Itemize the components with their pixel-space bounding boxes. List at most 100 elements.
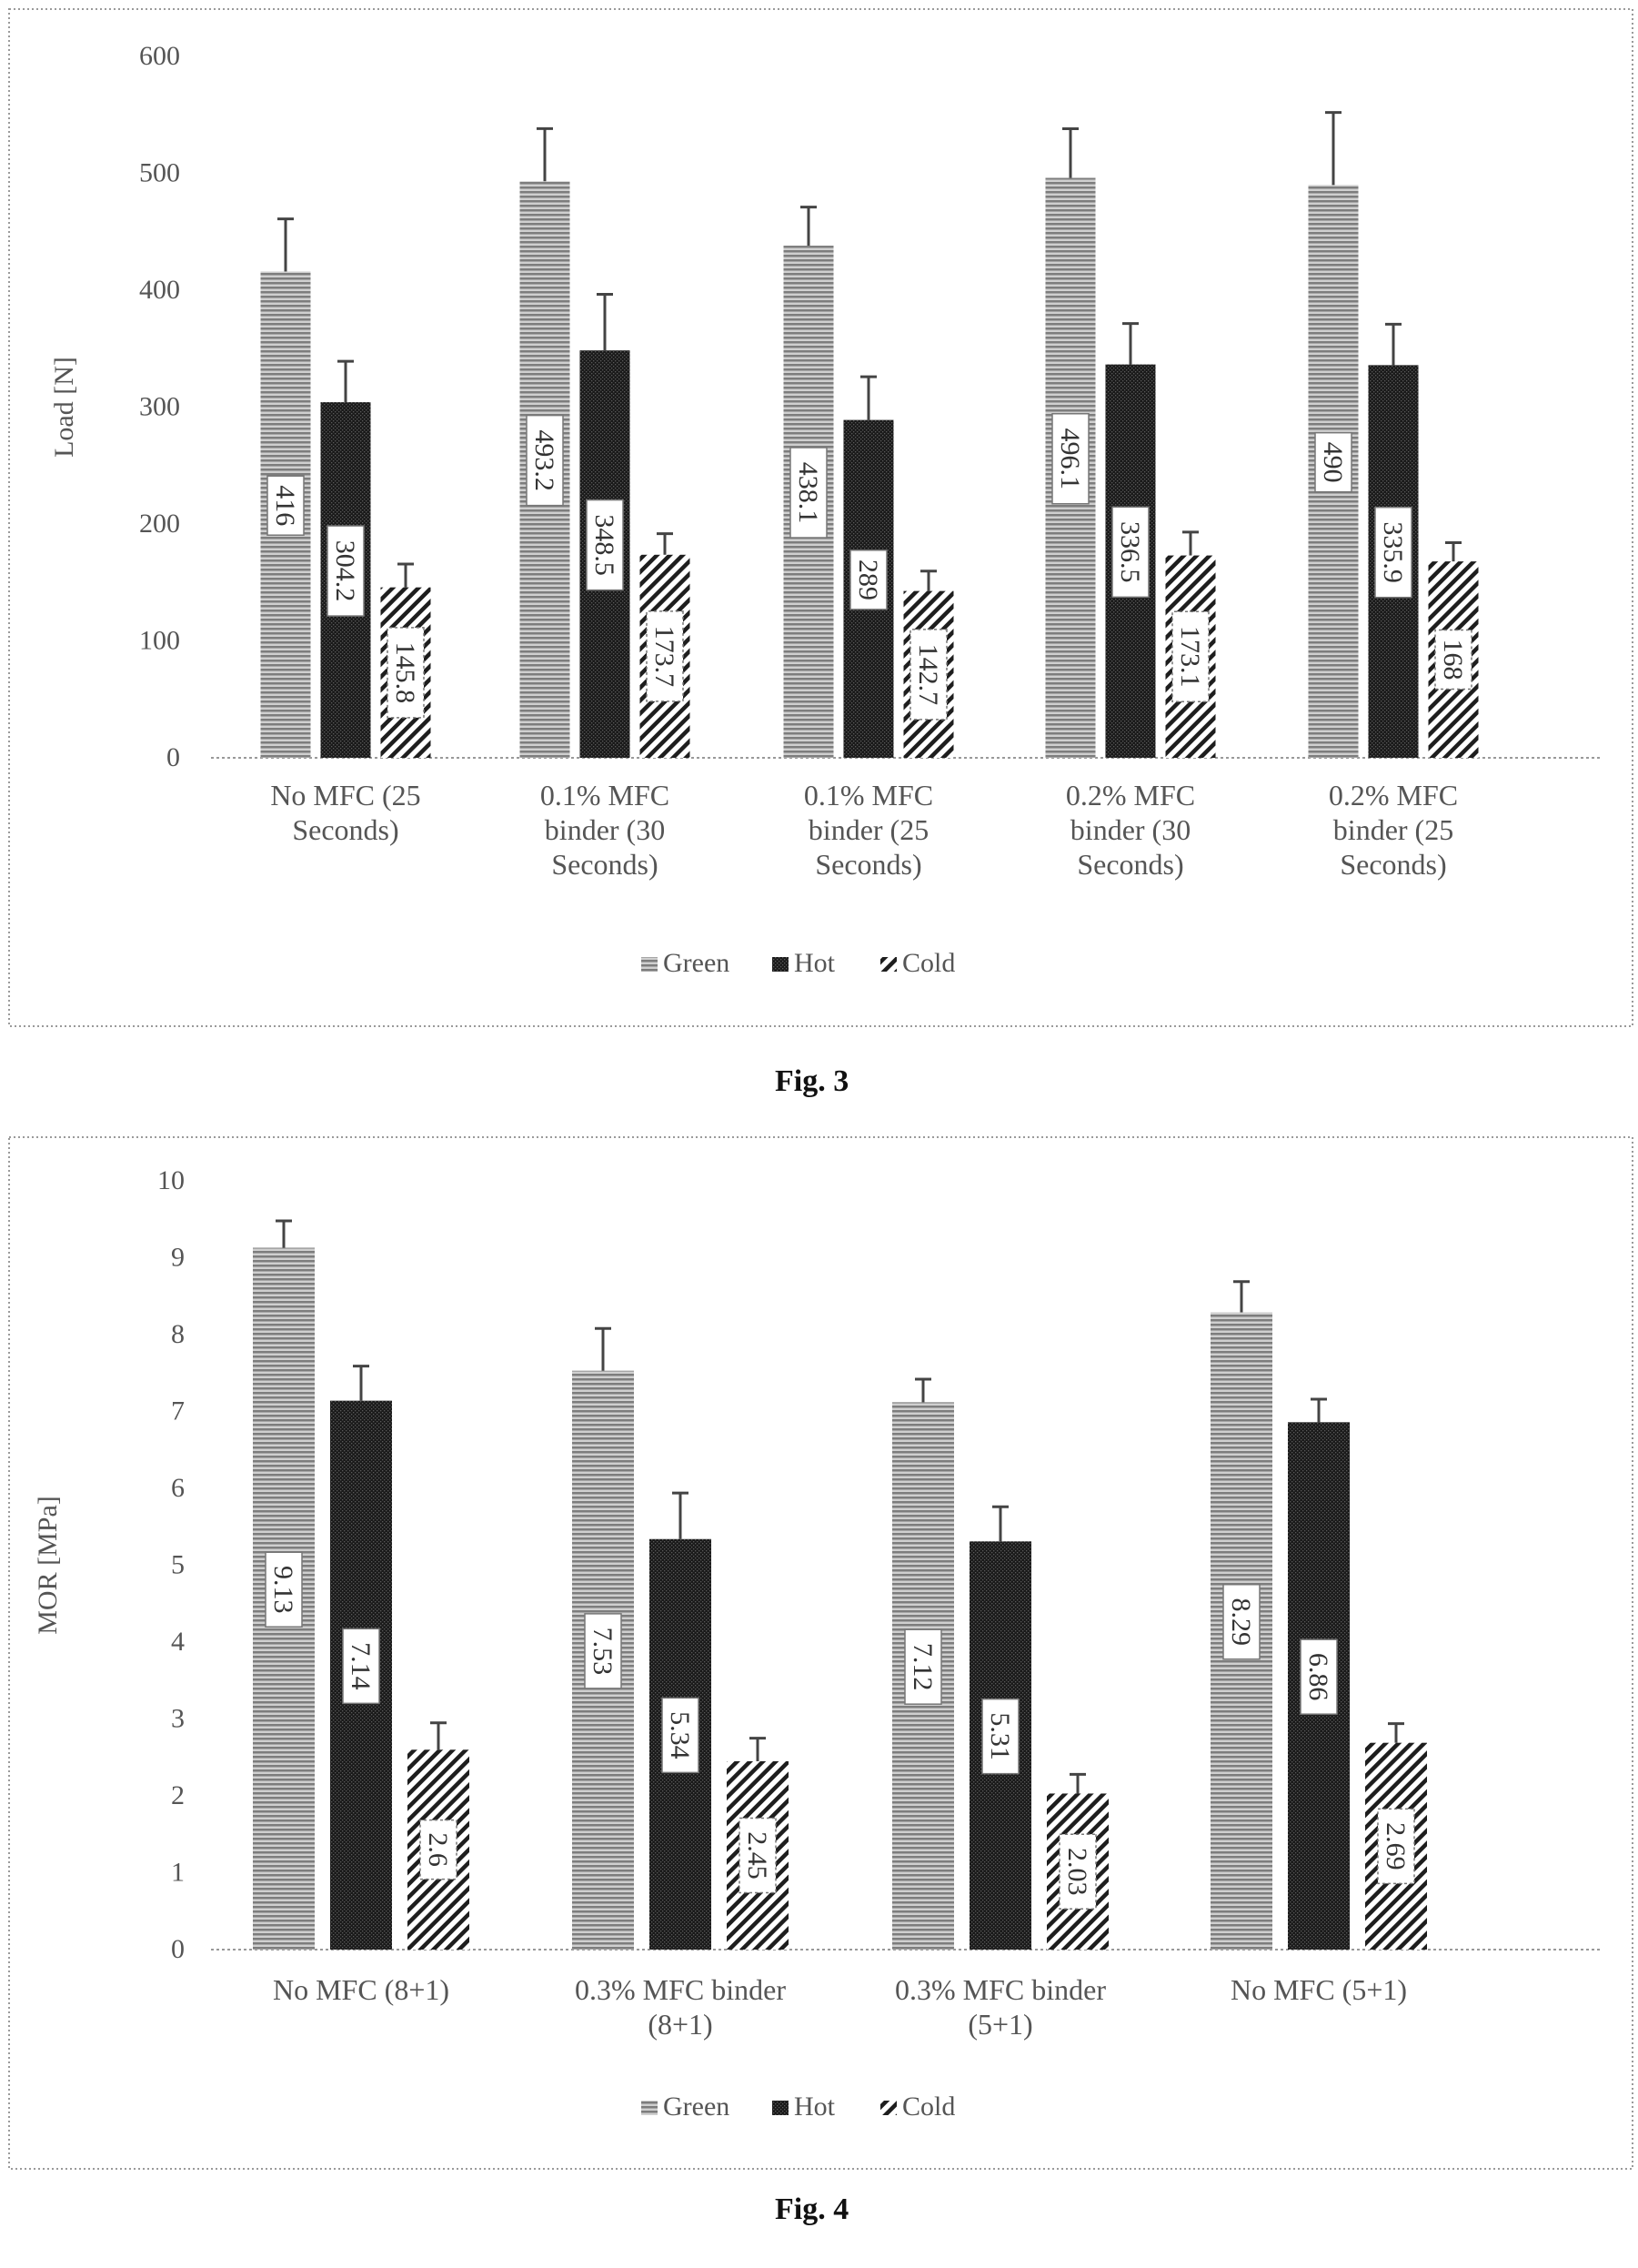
x-category-label: No MFC (8+1) xyxy=(273,1973,449,2006)
data-label: 7.53 xyxy=(588,1628,618,1676)
x-category-label: Seconds) xyxy=(1340,848,1446,881)
legend-swatch-cold xyxy=(880,957,897,972)
data-label-box xyxy=(327,525,365,617)
data-label-group: 8.29 xyxy=(1222,1583,1261,1660)
x-category-label: Seconds) xyxy=(551,848,658,881)
data-label-group: 335.9 xyxy=(1374,506,1412,599)
x-category-label: Seconds) xyxy=(292,813,398,846)
data-label: 173.7 xyxy=(649,626,679,688)
y-tick-label: 2 xyxy=(171,1780,185,1810)
data-label-group: 145.8 xyxy=(387,627,425,719)
chart-frame xyxy=(8,1136,1633,2170)
data-label-group: 142.7 xyxy=(909,629,948,721)
x-category-label: (5+1) xyxy=(968,2008,1032,2041)
data-label: 493.2 xyxy=(529,429,559,491)
data-label-group: 348.5 xyxy=(586,499,624,591)
data-label-box xyxy=(419,1819,457,1880)
data-label-group: 2.6 xyxy=(419,1819,457,1880)
legend-swatch-cold xyxy=(880,2101,897,2115)
x-category-label: (8+1) xyxy=(648,2008,712,2041)
data-label-box xyxy=(1377,1808,1415,1885)
data-label-group: 9.13 xyxy=(265,1551,303,1628)
legend-label: Hot xyxy=(794,948,836,978)
legend-swatch-green xyxy=(641,957,658,972)
y-tick-label: 400 xyxy=(139,275,180,305)
data-label: 7.12 xyxy=(908,1643,938,1691)
x-category-label: 0.2% MFC xyxy=(1329,779,1458,811)
x-category-label: binder (30 xyxy=(1070,813,1191,846)
x-category-label: 0.2% MFC xyxy=(1066,779,1195,811)
x-category-label: 0.3% MFC binder xyxy=(575,1973,786,2006)
data-label-box xyxy=(265,1551,303,1628)
data-label-group: 2.03 xyxy=(1059,1833,1097,1910)
data-label-box xyxy=(661,1697,699,1774)
data-label-box xyxy=(981,1698,1020,1775)
data-label-box xyxy=(789,447,828,539)
data-label-group: 173.1 xyxy=(1171,610,1210,703)
figure-3-chart: 0 100 200 300 400 500 600 Load [N] 416 304.2 145.8… xyxy=(8,8,1633,1027)
x-category-label: 0.1% MFC xyxy=(804,779,933,811)
y-tick-label: 0 xyxy=(166,742,180,772)
data-label-group: 2.69 xyxy=(1377,1808,1415,1885)
legend-label: Cold xyxy=(902,2092,955,2122)
y-tick-label: 300 xyxy=(139,392,180,422)
data-label: 336.5 xyxy=(1115,521,1145,583)
data-label: 168 xyxy=(1438,640,1468,680)
data-label-group: 496.1 xyxy=(1051,413,1090,505)
data-label: 5.31 xyxy=(985,1712,1015,1760)
x-category-label: Seconds) xyxy=(1077,848,1183,881)
data-label: 416 xyxy=(270,485,300,526)
legend-label: Cold xyxy=(902,948,955,978)
data-label: 145.8 xyxy=(390,642,420,704)
data-label: 2.03 xyxy=(1062,1848,1092,1896)
data-label-group: 173.7 xyxy=(646,610,684,702)
data-label-box xyxy=(1300,1638,1338,1715)
data-label-group: 490 xyxy=(1314,431,1352,493)
data-label-group: 7.14 xyxy=(342,1628,380,1705)
x-category-label: 0.1% MFC xyxy=(540,779,669,811)
y-tick-label: 0 xyxy=(171,1934,185,1964)
data-label: 9.13 xyxy=(268,1566,298,1614)
data-label: 304.2 xyxy=(330,540,360,602)
x-category-label: binder (25 xyxy=(809,813,929,846)
data-label: 6.86 xyxy=(1303,1653,1333,1701)
data-label-group: 304.2 xyxy=(327,525,365,617)
data-label-box xyxy=(526,414,564,507)
chart-frame xyxy=(8,8,1633,1027)
data-label-box xyxy=(1059,1833,1097,1910)
data-label: 173.1 xyxy=(1175,626,1205,688)
x-category-label: No MFC (25 xyxy=(270,779,420,811)
data-label-group: 7.53 xyxy=(584,1613,622,1689)
legend-label: Hot xyxy=(794,2092,836,2122)
x-category-label: No MFC (5+1) xyxy=(1231,1973,1407,2006)
data-label-group: 289 xyxy=(849,549,888,610)
y-tick-label: 8 xyxy=(171,1319,185,1349)
y-tick-label: 4 xyxy=(171,1627,185,1657)
data-label-group: 5.31 xyxy=(981,1698,1020,1775)
data-label-group: 416 xyxy=(266,475,305,536)
data-label-box xyxy=(1314,431,1352,493)
y-tick-label: 7 xyxy=(171,1396,185,1426)
data-label-box xyxy=(1434,629,1472,690)
data-label-group: 6.86 xyxy=(1300,1638,1338,1715)
y-axis-label: Load [N] xyxy=(49,357,79,458)
data-label: 496.1 xyxy=(1055,428,1085,490)
y-tick-label: 200 xyxy=(139,509,180,539)
data-label-box xyxy=(1051,413,1090,505)
data-label-box xyxy=(904,1628,942,1705)
data-label-box xyxy=(1222,1583,1261,1660)
x-category-label: 0.3% MFC binder xyxy=(895,1973,1106,2006)
legend-label: Green xyxy=(663,948,729,978)
y-tick-label: 5 xyxy=(171,1550,185,1580)
legend-swatch-hot xyxy=(772,2101,789,2115)
y-axis-label: MOR [MPa] xyxy=(33,1496,63,1635)
data-label: 8.29 xyxy=(1226,1598,1256,1646)
y-tick-label: 3 xyxy=(171,1704,185,1734)
data-label-box xyxy=(646,610,684,702)
y-tick-label: 100 xyxy=(139,626,180,656)
data-label-group: 2.45 xyxy=(739,1817,777,1894)
data-label-box xyxy=(739,1817,777,1894)
data-label-box xyxy=(849,549,888,610)
data-label: 2.45 xyxy=(742,1831,772,1880)
data-label-box xyxy=(387,627,425,719)
